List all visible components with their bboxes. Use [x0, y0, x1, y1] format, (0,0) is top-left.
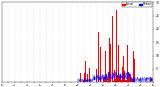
Legend: Actual, Median: Actual, Median	[122, 2, 152, 7]
